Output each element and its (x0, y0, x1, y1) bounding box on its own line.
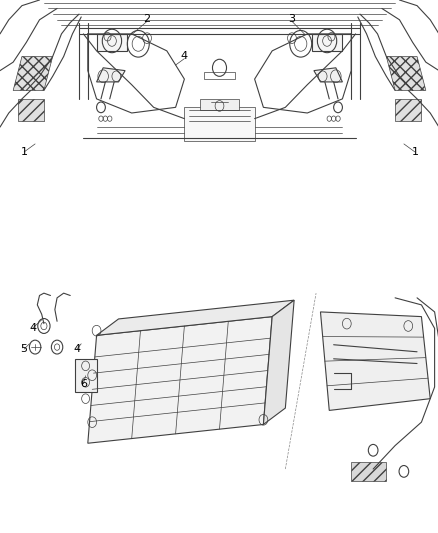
Polygon shape (13, 56, 53, 91)
Text: 4: 4 (73, 344, 80, 354)
Polygon shape (88, 317, 272, 443)
Polygon shape (313, 68, 342, 82)
Text: 1: 1 (21, 147, 28, 157)
Text: 4: 4 (29, 323, 36, 333)
Polygon shape (394, 99, 420, 122)
Polygon shape (263, 300, 293, 424)
Text: 2: 2 (143, 14, 150, 23)
Polygon shape (199, 99, 239, 110)
Polygon shape (74, 359, 96, 392)
Polygon shape (96, 68, 125, 82)
Polygon shape (350, 462, 385, 481)
Polygon shape (320, 312, 429, 410)
Text: 1: 1 (410, 147, 417, 157)
Polygon shape (96, 34, 127, 51)
Text: 5: 5 (21, 344, 28, 354)
Text: 3: 3 (288, 14, 295, 23)
Polygon shape (184, 107, 254, 141)
Polygon shape (18, 99, 44, 122)
Polygon shape (96, 300, 293, 335)
Polygon shape (311, 34, 342, 51)
Text: 6: 6 (80, 379, 87, 389)
Text: 4: 4 (180, 51, 187, 61)
Polygon shape (385, 56, 425, 91)
